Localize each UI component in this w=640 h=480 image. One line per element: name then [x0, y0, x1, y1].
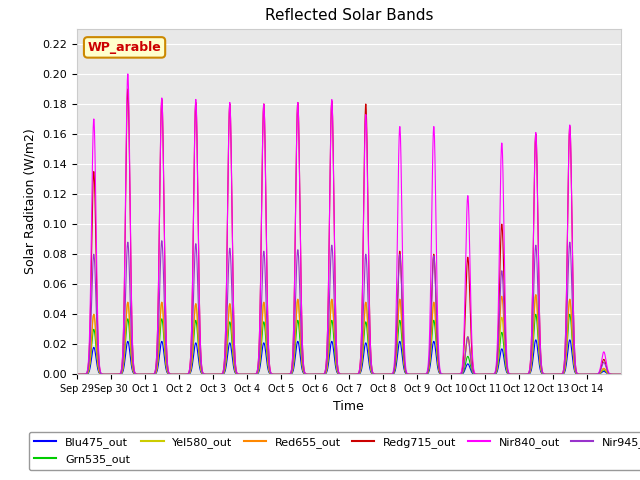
Nir945_out — [539, 371, 547, 376]
Grn535_out — [566, 312, 573, 317]
Yel580_out — [532, 292, 540, 298]
Line: Blu475_out: Blu475_out — [77, 340, 621, 374]
Grn535_out — [617, 372, 625, 377]
Blu475_out — [539, 371, 547, 377]
Redg715_out — [73, 372, 81, 377]
Red655_out — [532, 292, 540, 298]
Grn535_out — [398, 338, 406, 344]
Grn535_out — [498, 329, 506, 335]
Nir945_out — [525, 371, 532, 376]
Nir840_out — [73, 372, 81, 377]
Nir840_out — [369, 370, 377, 376]
Blu475_out — [525, 372, 532, 377]
Red655_out — [498, 293, 506, 299]
Redg715_out — [186, 366, 193, 372]
Redg715_out — [617, 372, 625, 377]
Yel580_out — [73, 372, 81, 377]
Nir840_out — [617, 372, 625, 377]
Nir945_out — [369, 371, 377, 377]
Nir840_out — [539, 370, 547, 375]
Nir945_out — [186, 369, 193, 374]
Legend: Blu475_out, Grn535_out, Yel580_out, Red655_out, Redg715_out, Nir840_out, Nir945_: Blu475_out, Grn535_out, Yel580_out, Red6… — [29, 432, 640, 470]
Nir945_out — [158, 238, 166, 243]
Line: Nir945_out: Nir945_out — [77, 240, 621, 374]
Blu475_out — [369, 372, 377, 377]
Grn535_out — [525, 371, 532, 377]
Nir945_out — [617, 372, 625, 377]
Nir945_out — [398, 302, 406, 308]
Line: Yel580_out: Yel580_out — [77, 295, 621, 374]
Yel580_out — [398, 325, 406, 331]
Red655_out — [539, 371, 547, 377]
Yel580_out — [525, 371, 532, 377]
Blu475_out — [566, 337, 573, 343]
Line: Grn535_out: Grn535_out — [77, 314, 621, 374]
Yel580_out — [617, 372, 625, 377]
Y-axis label: Solar Raditaion (W/m2): Solar Raditaion (W/m2) — [24, 129, 36, 275]
Grn535_out — [539, 371, 547, 377]
Title: Reflected Solar Bands: Reflected Solar Bands — [264, 9, 433, 24]
Nir945_out — [498, 268, 506, 274]
Nir840_out — [498, 141, 506, 147]
Blu475_out — [73, 372, 81, 377]
Redg715_out — [369, 370, 377, 376]
Redg715_out — [398, 300, 406, 306]
Nir840_out — [398, 228, 406, 234]
Yel580_out — [539, 371, 547, 377]
Line: Red655_out: Red655_out — [77, 295, 621, 374]
Line: Nir840_out: Nir840_out — [77, 74, 621, 374]
Red655_out — [369, 371, 377, 377]
X-axis label: Time: Time — [333, 400, 364, 413]
Blu475_out — [617, 372, 625, 377]
Red655_out — [525, 371, 532, 377]
Redg715_out — [498, 222, 506, 228]
Nir945_out — [73, 372, 81, 377]
Blu475_out — [498, 346, 506, 352]
Yel580_out — [186, 370, 193, 376]
Nir840_out — [186, 366, 193, 372]
Yel580_out — [369, 371, 377, 377]
Blu475_out — [398, 351, 406, 357]
Line: Redg715_out: Redg715_out — [77, 89, 621, 374]
Blu475_out — [186, 371, 193, 377]
Red655_out — [73, 372, 81, 377]
Yel580_out — [498, 314, 506, 320]
Red655_out — [617, 372, 625, 377]
Red655_out — [398, 325, 406, 331]
Nir840_out — [124, 71, 132, 77]
Nir840_out — [525, 370, 532, 376]
Grn535_out — [369, 371, 377, 377]
Redg715_out — [525, 370, 532, 376]
Grn535_out — [186, 371, 193, 376]
Text: WP_arable: WP_arable — [88, 41, 161, 54]
Redg715_out — [539, 370, 547, 375]
Red655_out — [186, 370, 193, 376]
Redg715_out — [124, 86, 132, 92]
Grn535_out — [73, 372, 81, 377]
